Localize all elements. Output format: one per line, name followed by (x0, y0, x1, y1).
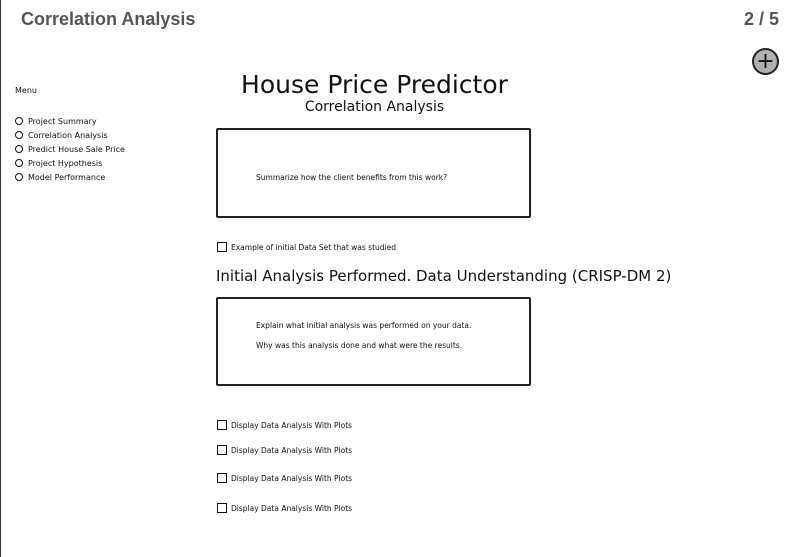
sidebar-item-predict-house-sale-price[interactable]: Predict House Sale Price (15, 142, 125, 156)
analysis-text-line-1: Explain what initial analysis was perfor… (256, 321, 472, 330)
plots-checkbox-row[interactable]: Display Data Analysis With Plots (217, 445, 352, 455)
checkbox-label: Display Data Analysis With Plots (231, 473, 353, 483)
sidebar-item-label: Correlation Analysis (28, 130, 108, 140)
sidebar-item-model-performance[interactable]: Model Performance (15, 170, 125, 184)
sidebar-item-label: Project Hypothesis (28, 158, 103, 168)
sidebar-item-correlation-analysis[interactable]: Correlation Analysis (15, 128, 125, 142)
analysis-box: Explain what initial analysis was perfor… (216, 297, 531, 386)
checkbox[interactable] (217, 445, 227, 455)
radio-icon[interactable] (15, 117, 23, 125)
checkbox-label: Display Data Analysis With Plots (231, 503, 353, 513)
sidebar-item-project-summary[interactable]: Project Summary (15, 114, 125, 128)
summary-box: Summarize how the client benefits from t… (216, 128, 531, 218)
page-counter: 2 / 5 (743, 9, 779, 29)
sidebar-item-project-hypothesis[interactable]: Project Hypothesis (15, 156, 125, 170)
radio-icon[interactable] (15, 145, 23, 153)
add-button[interactable]: + (752, 48, 779, 75)
checkbox-label: Display Data Analysis With Plots (231, 445, 353, 455)
plots-checkbox-row[interactable]: Display Data Analysis With Plots (217, 473, 352, 483)
plots-checkbox-row[interactable]: Display Data Analysis With Plots (217, 420, 352, 430)
sidebar-item-label: Predict House Sale Price (28, 144, 125, 154)
page-title: Correlation Analysis (21, 9, 196, 29)
radio-icon[interactable] (15, 173, 23, 181)
section-heading: Initial Analysis Performed. Data Underst… (216, 267, 672, 285)
dataset-checkbox-row[interactable]: Example of initial Data Set that was stu… (217, 242, 396, 252)
app-subtitle: Correlation Analysis (304, 99, 445, 115)
checkbox[interactable] (217, 242, 227, 252)
checkbox[interactable] (217, 420, 227, 430)
plus-icon: + (756, 48, 775, 74)
plots-checkbox-row[interactable]: Display Data Analysis With Plots (217, 503, 352, 513)
sidebar-item-label: Project Summary (28, 116, 97, 126)
menu-label: Menu (15, 86, 37, 95)
sidebar-item-label: Model Performance (28, 172, 106, 182)
sidebar-menu: Project Summary Correlation Analysis Pre… (15, 114, 125, 184)
app-title: House Price Predictor (241, 70, 508, 99)
analysis-text-line-2: Why was this analysis done and what were… (256, 341, 463, 350)
checkbox-label: Example of initial Data Set that was stu… (231, 242, 396, 252)
checkbox[interactable] (217, 503, 227, 513)
checkbox-label: Display Data Analysis With Plots (231, 420, 353, 430)
radio-icon[interactable] (15, 131, 23, 139)
radio-icon[interactable] (15, 159, 23, 167)
summary-text: Summarize how the client benefits from t… (256, 173, 448, 182)
checkbox[interactable] (217, 473, 227, 483)
